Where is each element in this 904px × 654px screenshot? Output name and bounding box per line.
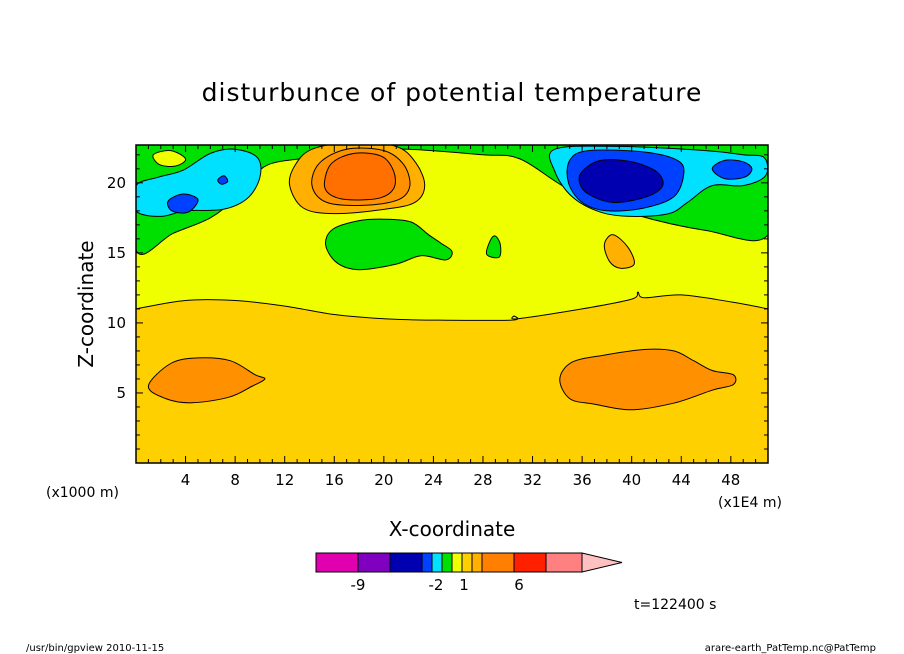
- footer-right: arare-earth_PatTemp.nc@PatTemp: [705, 643, 876, 654]
- x-tick-label: 44: [672, 471, 691, 489]
- region-orange-right: [559, 348, 737, 411]
- y-axis-label: Z-coordinate: [74, 240, 98, 367]
- x-tick-label: 36: [573, 471, 592, 489]
- colorbar: -9 -2 1 6: [315, 552, 623, 594]
- x-axis-label: X-coordinate: [389, 517, 516, 541]
- x-tick-label: 48: [721, 471, 740, 489]
- colorbar-segment: [357, 552, 391, 573]
- x-tick-label: 24: [424, 471, 443, 489]
- colorbar-segment: [481, 552, 515, 573]
- y-tick-label: 5: [116, 384, 126, 402]
- x-unit-label: (x1E4 m): [718, 495, 782, 511]
- colorbar-label: -9: [351, 576, 366, 594]
- region-cyan-left: [136, 148, 262, 217]
- x-tick-label: 4: [181, 471, 191, 489]
- time-label: t=122400 s: [634, 597, 716, 613]
- region-green-mid: [325, 218, 453, 271]
- region-yellow-upper-left: [152, 149, 187, 167]
- colorbar-label: -2: [429, 576, 444, 594]
- region-orange-core-top: [323, 152, 396, 201]
- region-blue-small-right: [711, 159, 753, 180]
- x-tick-label: 20: [374, 471, 393, 489]
- y-tick-label: 20: [107, 174, 126, 192]
- footer-left: /usr/bin/gpview 2010-11-15: [26, 643, 164, 654]
- colorbar-label: 6: [514, 576, 524, 594]
- colorbar-segment: [451, 552, 463, 573]
- region-blue-left: [167, 193, 199, 214]
- x-tick-label: 8: [230, 471, 240, 489]
- contour-regions: [136, 145, 768, 411]
- colorbar-segment: [471, 552, 483, 573]
- x-tick-label: 32: [523, 471, 542, 489]
- colorbar-segment: [315, 552, 359, 573]
- colorbar-segment: [421, 552, 433, 573]
- region-green-small: [485, 235, 502, 259]
- x-tick-label: 12: [275, 471, 294, 489]
- x-tick-label: 28: [473, 471, 492, 489]
- region-darkblue-right: [578, 159, 664, 203]
- colorbar-segment: [461, 552, 473, 573]
- colorbar-segment: [513, 552, 547, 573]
- plot-frame: [135, 144, 769, 464]
- colorbar-arrow: [581, 552, 623, 573]
- colorbar-segment: [431, 552, 443, 573]
- colorbar-segment: [441, 552, 453, 573]
- x-tick-label: 40: [622, 471, 641, 489]
- y-tick-label: 15: [107, 244, 126, 262]
- region-orange-left: [147, 357, 266, 404]
- colorbar-segment: [545, 552, 583, 573]
- y-unit-label: (x1000 m): [46, 485, 119, 501]
- colorbar-label: 1: [459, 576, 469, 594]
- x-tick-label: 16: [325, 471, 344, 489]
- chart-title: disturbunce of potential temperature: [202, 78, 703, 107]
- colorbar-segment: [389, 552, 423, 573]
- region-blue-dot-left: [217, 175, 229, 185]
- y-tick-label: 10: [107, 314, 126, 332]
- region-orange-light-small: [603, 234, 635, 269]
